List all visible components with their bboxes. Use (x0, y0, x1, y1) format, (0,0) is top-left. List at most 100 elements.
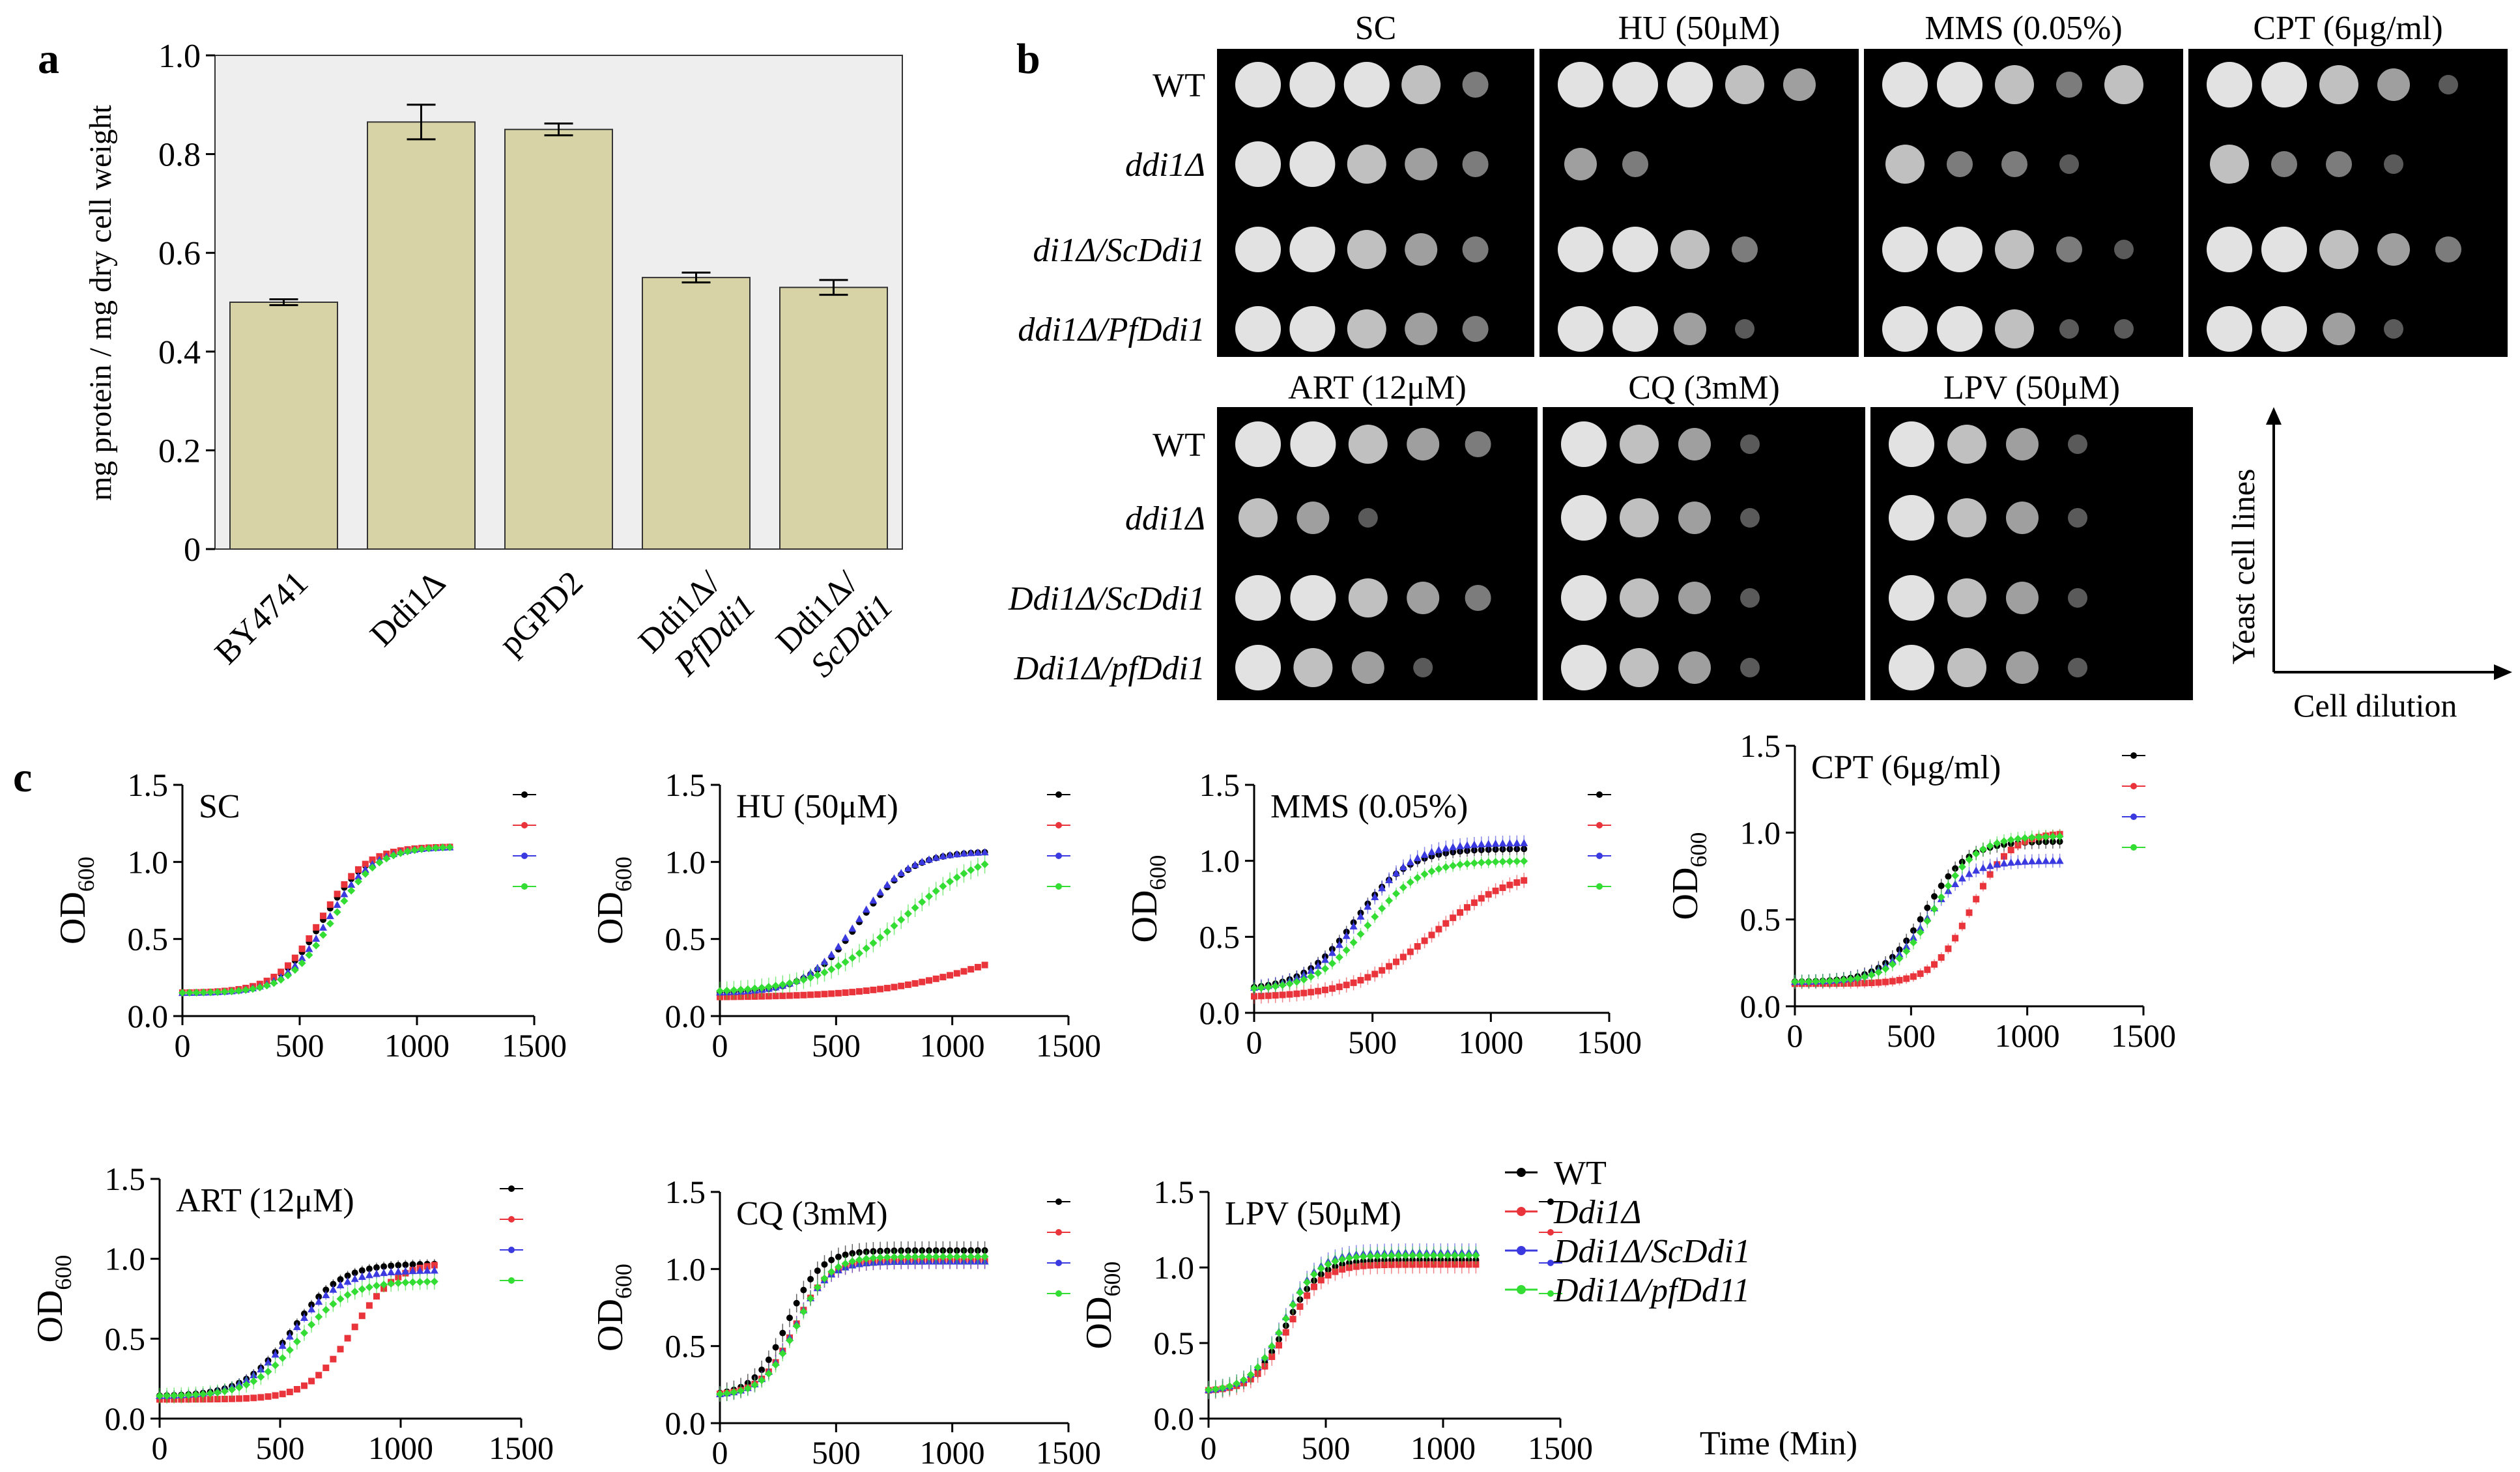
growth-point (813, 1283, 822, 1292)
growth-point (876, 1253, 885, 1262)
spot-colony (1289, 227, 1336, 272)
growth-y-tick-label: 0.5 (105, 1320, 146, 1357)
growth-y-tick-label: 1.5 (665, 767, 706, 803)
growth-x-tick-label: 0 (712, 1027, 728, 1064)
growth-point (758, 984, 766, 992)
growth-point (1401, 1251, 1410, 1260)
growth-subplot-title: CPT (6μg/ml) (1811, 749, 2001, 786)
growth-point (772, 1344, 779, 1351)
growth-point (1399, 863, 1407, 871)
growth-point (1315, 987, 1322, 995)
growth-point (1889, 978, 1896, 985)
growth-point (716, 1390, 724, 1398)
bar-y-tick-label: 0.8 (158, 137, 201, 174)
growth-y-tick-label: 0.0 (1154, 1400, 1195, 1437)
growth-point (862, 905, 870, 913)
growth-point (242, 1381, 251, 1389)
growth-point (293, 1323, 301, 1331)
growth-point (408, 1278, 417, 1286)
growth-point (1407, 948, 1414, 955)
spot-row-label: di1Δ/ScDdi1 (1033, 232, 1206, 269)
growth-x-tick-label: 1000 (384, 1027, 450, 1064)
spot-colony (1558, 306, 1603, 352)
growth-point (855, 1256, 863, 1264)
growth-point (2000, 837, 2008, 845)
growth-point (1281, 1314, 1290, 1323)
growth-point (883, 881, 891, 888)
spot-colony (1947, 151, 1973, 177)
growth-point (842, 989, 849, 997)
growth-point (820, 969, 829, 977)
growth-point (1797, 978, 1806, 986)
growth-point (394, 1267, 403, 1275)
growth-point (799, 1307, 808, 1316)
spot-colony (1612, 306, 1658, 352)
spot-colony (2207, 306, 2252, 352)
growth-point (1477, 858, 1485, 867)
growth-point (255, 984, 264, 992)
growth-point (779, 980, 787, 989)
growth-point (354, 877, 362, 886)
growth-point (786, 1336, 794, 1344)
growth-point (1371, 913, 1379, 921)
spot-colony (1347, 230, 1386, 269)
growth-point (1289, 1301, 1297, 1309)
growth-point (1385, 876, 1394, 884)
growth-point (926, 977, 932, 984)
spot-colony (1740, 588, 1760, 608)
growth-point (1910, 927, 1917, 934)
growth-point (220, 1387, 229, 1396)
growth-point (883, 985, 891, 992)
growth-point (807, 1275, 814, 1282)
growth-point (932, 975, 939, 982)
growth-point (293, 1337, 301, 1346)
spot-colony (2114, 319, 2134, 339)
growth-mini-legend-marker (1596, 822, 1603, 828)
growth-point (2048, 832, 2057, 841)
growth-point (743, 985, 752, 993)
growth-point (430, 1277, 438, 1286)
growth-point (340, 897, 349, 905)
growth-point (919, 978, 926, 985)
spot-colony (1620, 425, 1659, 464)
growth-point (764, 983, 773, 991)
panel-label-c: c (13, 754, 32, 801)
growth-point (1385, 896, 1394, 905)
growth-point (1506, 881, 1513, 888)
growth-point (264, 1358, 272, 1366)
growth-y-tick-label: 0.0 (1740, 988, 1781, 1025)
growth-point (291, 961, 299, 969)
growth-point (1386, 963, 1393, 970)
growth-point (1265, 992, 1272, 999)
growth-point (1867, 970, 1876, 979)
growth-point (723, 986, 731, 995)
growth-point (1285, 980, 1294, 988)
spot-colony (1405, 313, 1438, 345)
growth-point (416, 1266, 424, 1274)
growth-series (717, 822, 1070, 1000)
growth-point (1364, 902, 1372, 910)
growth-point (341, 881, 348, 888)
spot-colony (2068, 658, 2087, 677)
growth-point (1402, 1261, 1409, 1268)
growth-point (967, 849, 975, 856)
growth-point (312, 934, 321, 942)
growth-point (1944, 881, 1953, 890)
spot-colony (1678, 651, 1711, 684)
bar (229, 302, 338, 550)
growth-point (243, 1394, 250, 1402)
growth-point (1205, 1385, 1212, 1394)
growth-point (1491, 839, 1500, 847)
growth-point (932, 887, 940, 896)
growth-series (716, 848, 1070, 996)
growth-point (1917, 916, 1924, 923)
growth-subplot-title: HU (50μM) (736, 788, 898, 825)
growth-point (960, 1253, 968, 1261)
growth-point (820, 957, 829, 965)
growth-point (1498, 839, 1507, 847)
growth-point (939, 882, 947, 890)
spot-colony (1678, 582, 1711, 614)
spot-colony (1670, 230, 1710, 269)
growth-point (410, 846, 419, 855)
growth-point (322, 1286, 330, 1294)
